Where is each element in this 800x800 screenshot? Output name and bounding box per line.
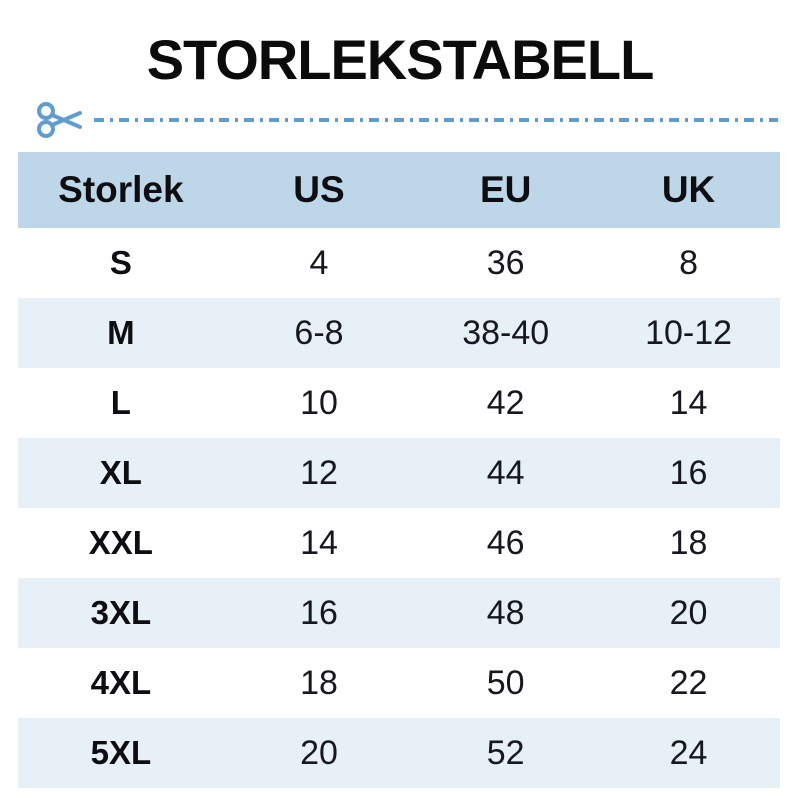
- table-row-s: S 4 36 8: [18, 228, 780, 298]
- eu-value: 36: [486, 243, 525, 282]
- us-value: 20: [300, 733, 338, 772]
- size-label: L: [110, 384, 131, 421]
- table-row-m: M 6-8 38-40 10-12: [18, 298, 780, 368]
- eu-value: 42: [486, 383, 525, 422]
- uk-value: 18: [669, 523, 708, 562]
- size-label: 5XL: [90, 734, 152, 771]
- size-label: S: [109, 244, 132, 281]
- eu-value: 44: [486, 453, 525, 492]
- us-value: 4: [309, 243, 329, 282]
- eu-value: 52: [486, 733, 525, 772]
- table-row-l: L 10 42 14: [18, 368, 780, 438]
- uk-value: 10-12: [645, 313, 733, 352]
- uk-value: 22: [669, 663, 708, 702]
- cut-line-graphic: [37, 102, 778, 138]
- table-header-row: Storlek US EU UK: [18, 152, 780, 228]
- uk-value: 14: [669, 383, 708, 422]
- eu-value: 38-40: [462, 313, 550, 352]
- cut-line: [18, 98, 782, 142]
- table-row-5xl: 5XL 20 52 24: [18, 718, 780, 788]
- scissors-icon: [37, 102, 82, 138]
- size-label: 3XL: [90, 594, 152, 631]
- table-row-4xl: 4XL 18 50 22: [18, 648, 780, 718]
- size-label: XL: [99, 454, 142, 491]
- eu-value: 50: [486, 663, 525, 702]
- size-table: Storlek US EU UK S 4 36 8 M 6-8 38-40 10…: [18, 152, 780, 788]
- table-row-xxl: XXL 14 46 18: [18, 508, 780, 578]
- eu-value: 46: [486, 523, 525, 562]
- col-header-us: US: [293, 169, 345, 210]
- size-label: 4XL: [90, 664, 152, 701]
- col-header-storlek: Storlek: [58, 169, 184, 210]
- table-row-3xl: 3XL 16 48 20: [18, 578, 780, 648]
- us-value: 18: [300, 663, 338, 702]
- us-value: 14: [300, 523, 338, 562]
- us-value: 16: [300, 593, 338, 632]
- us-value: 6-8: [294, 313, 344, 352]
- table-row-xl: XL 12 44 16: [18, 438, 780, 508]
- col-header-eu: EU: [479, 169, 532, 210]
- col-header-uk: UK: [661, 169, 716, 210]
- eu-value: 48: [486, 593, 525, 632]
- uk-value: 24: [669, 733, 708, 772]
- uk-value: 16: [669, 453, 708, 492]
- uk-value: 20: [669, 593, 708, 632]
- uk-value: 8: [679, 243, 699, 282]
- us-value: 12: [300, 453, 338, 492]
- page-title: STORLEKSTABELL: [146, 28, 655, 91]
- size-label: XXL: [88, 524, 153, 561]
- size-label: M: [107, 314, 135, 351]
- us-value: 10: [300, 383, 338, 422]
